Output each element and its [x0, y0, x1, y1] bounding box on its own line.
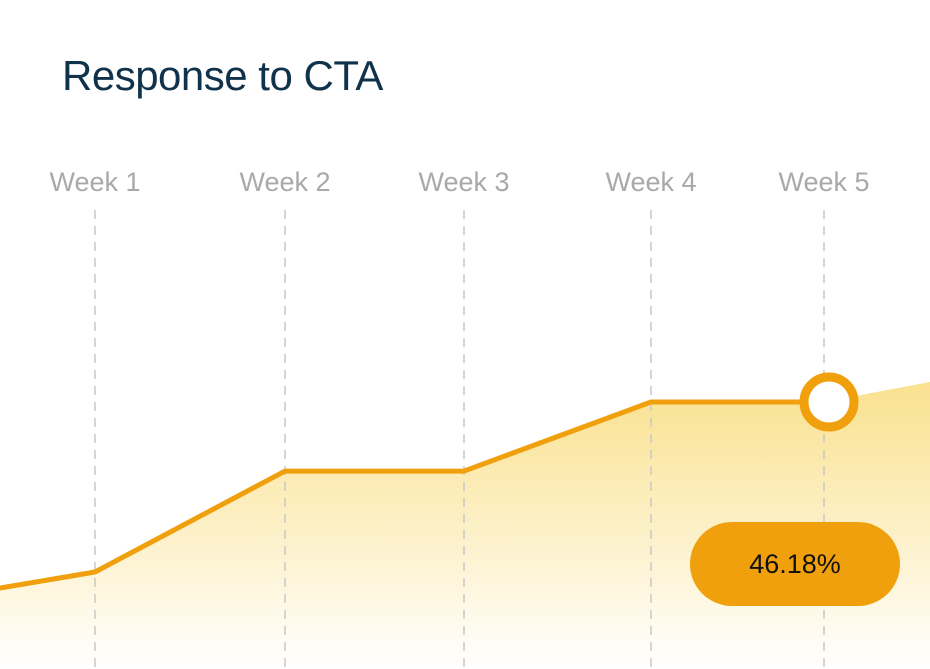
marker-layer — [799, 372, 859, 432]
x-axis-labels: Week 1 Week 2 Week 3 Week 4 Week 5 — [49, 167, 869, 197]
line-layer — [0, 399, 827, 591]
x-tick-label: Week 3 — [418, 167, 509, 197]
highlight-point — [799, 372, 859, 432]
series-line — [0, 399, 827, 591]
chart-title: Response to CTA — [62, 52, 383, 99]
x-tick-label: Week 5 — [778, 167, 869, 197]
x-tick-label: Week 1 — [49, 167, 140, 197]
x-tick-label: Week 2 — [239, 167, 330, 197]
value-badge: 46.18% — [690, 522, 900, 606]
area-layer — [0, 382, 930, 669]
x-tick-label: Week 4 — [605, 167, 696, 197]
area-fill — [0, 382, 930, 669]
gridlines — [94, 210, 825, 669]
